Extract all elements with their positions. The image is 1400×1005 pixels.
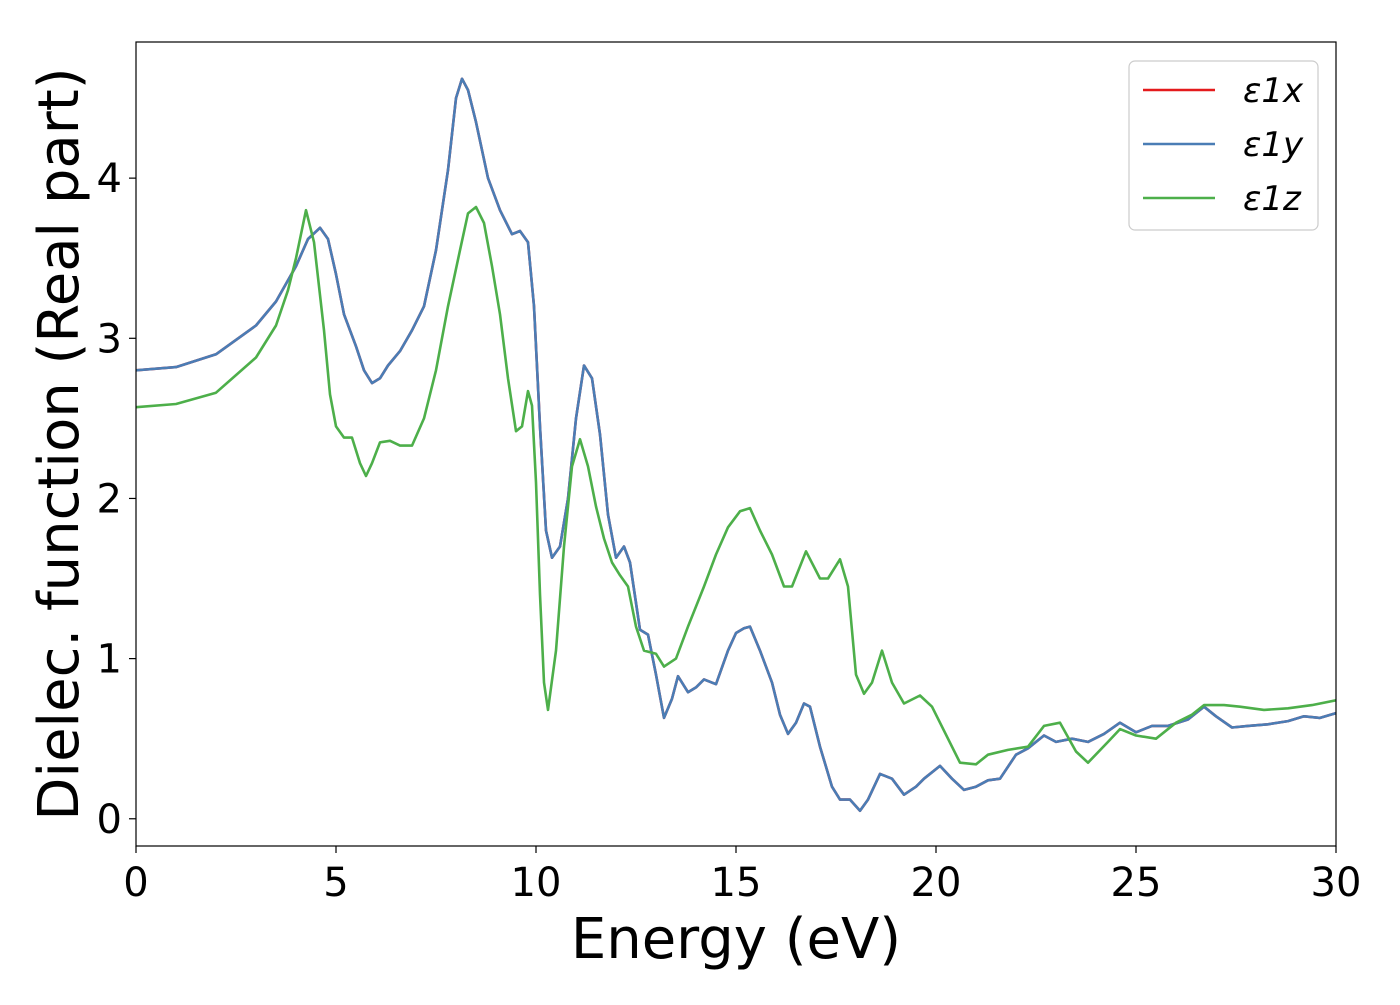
x-tick-label: 30 [1311,860,1362,906]
y-axis: 0 1 2 3 4 [97,156,136,843]
legend-label-0: ε1x [1243,71,1304,111]
x-tick-label: 5 [323,860,348,906]
x-tick-label: 10 [511,860,562,906]
series-line-1 [136,77,1336,813]
x-tick-label: 0 [123,860,148,906]
legend-label-1: ε1y [1243,125,1304,165]
x-axis: 0 5 10 15 20 25 30 [123,846,1361,906]
legend-box [1128,60,1319,231]
legend: ε1x ε1y ε1z [1128,60,1319,231]
x-axis-label: Energy (eV) [571,907,901,972]
y-tick-label: 1 [97,637,122,683]
series-line-2 [136,205,1336,766]
y-tick-label: 4 [97,156,122,202]
y-axis-label: Dielec. function (Real part) [27,67,92,820]
x-tick-label: 20 [911,860,962,906]
y-tick-label: 0 [97,797,122,843]
y-tick-label: 3 [97,316,122,362]
y-tick-label: 2 [97,476,122,522]
x-tick-label: 15 [711,860,762,906]
x-tick-label: 25 [1111,860,1162,906]
legend-label-2: ε1z [1243,179,1302,219]
